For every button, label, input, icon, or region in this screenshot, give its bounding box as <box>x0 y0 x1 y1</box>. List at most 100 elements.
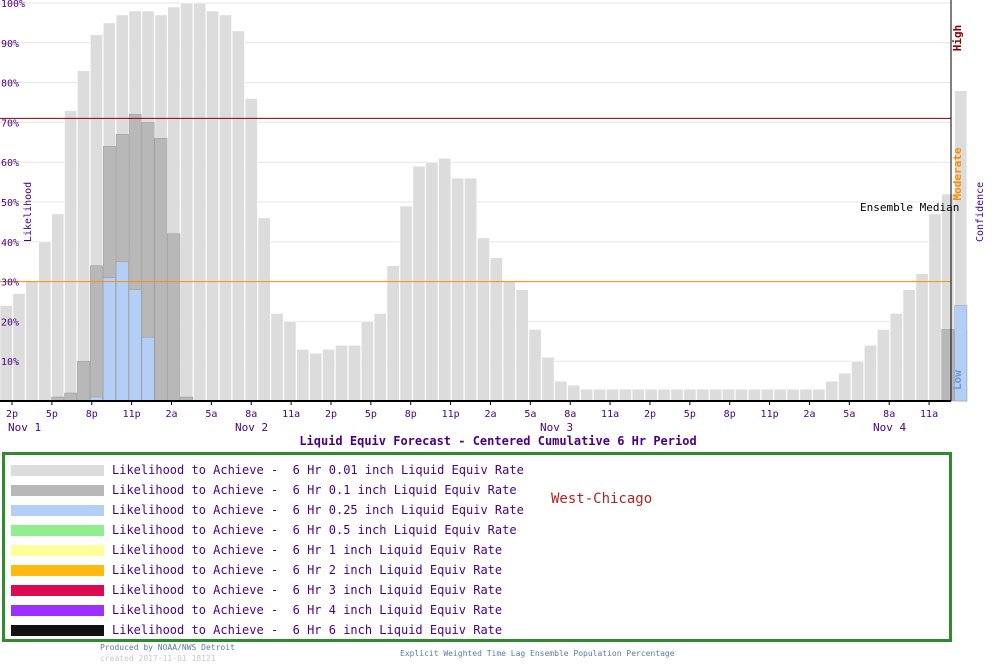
legend-label: Likelihood to Achieve - 6 Hr 1 inch Liqu… <box>112 543 503 557</box>
bar-1 <box>593 388 607 402</box>
legend-item: Likelihood to Achieve - 6 Hr 6 inch Liqu… <box>11 622 611 642</box>
bar-1 <box>631 388 645 402</box>
bar-1 <box>360 321 374 402</box>
bar-1 <box>451 177 465 402</box>
bar-1 <box>657 388 671 402</box>
bar-2 <box>167 233 181 402</box>
chart-labels: High Moderate Low 10% 20% 30% 40% 50% 60% 70% 80% 9… <box>1 0 964 434</box>
legend-label: Likelihood to Achieve - 6 Hr 4 inch Liqu… <box>112 603 503 617</box>
legend-label: Likelihood to Achieve - 6 Hr 2 inch Liqu… <box>112 563 503 577</box>
x-tick-label: 11a <box>601 409 619 420</box>
bar-1 <box>554 380 568 402</box>
x-tick-label: 2a <box>165 409 177 420</box>
bar-1 <box>206 10 219 402</box>
legend-item: Likelihood to Achieve - 6 Hr 0.01 inch L… <box>11 462 611 482</box>
x-tick-label: 8p <box>405 409 417 420</box>
bar-1 <box>489 257 503 402</box>
bar-1 <box>709 388 723 402</box>
legend-item: Likelihood to Achieve - 6 Hr 4 inch Liqu… <box>11 602 611 622</box>
x-tick-label: 5p <box>365 409 377 420</box>
x-tick-label: 11p <box>761 409 779 420</box>
legend-swatch <box>11 545 104 556</box>
confidence-label-high: High <box>951 25 964 52</box>
date-label: Nov 4 <box>873 421 906 434</box>
legend-label: Likelihood to Achieve - 6 Hr 0.01 inch L… <box>112 463 524 477</box>
bar-1 <box>825 380 839 402</box>
produced-by-text: Produced by NOAA/NWS Detroit <box>100 643 235 652</box>
bar-1 <box>747 388 761 402</box>
legend-label: Likelihood to Achieve - 6 Hr 0.1 inch Li… <box>112 483 517 497</box>
x-tick-label: 5a <box>205 409 217 420</box>
bar-2 <box>64 392 78 402</box>
bar-1 <box>670 388 684 402</box>
chart-bars <box>0 2 968 402</box>
bar-1 <box>722 388 736 402</box>
bar-1 <box>889 313 903 402</box>
y-axis-label: Likelihood <box>23 182 34 242</box>
bar-1 <box>12 293 26 402</box>
bar-1 <box>734 388 748 402</box>
x-tick-label: 5p <box>46 409 58 420</box>
bar-1 <box>928 213 942 402</box>
bar-2 <box>90 265 103 402</box>
bar-1 <box>309 352 323 402</box>
bar-1 <box>257 217 271 402</box>
legend-item: Likelihood to Achieve - 6 Hr 0.25 inch L… <box>11 502 611 522</box>
bar-1 <box>851 360 865 402</box>
y-tick-label: 20% <box>1 317 19 328</box>
x-tick-label: 8p <box>724 409 736 420</box>
x-tick-label: 8a <box>883 409 895 420</box>
x-tick-label: 5a <box>843 409 855 420</box>
bar-1 <box>77 70 91 402</box>
bar-1 <box>399 205 413 402</box>
bar-1 <box>296 348 310 402</box>
y-tick-label: 30% <box>1 278 19 289</box>
bar-1 <box>618 388 632 402</box>
x-tick-label: 11a <box>920 409 938 420</box>
forecast-chart: High Moderate Low 10% 20% 30% 40% 50% 60% 70% 80% 9… <box>0 0 986 448</box>
bar-2 <box>77 360 90 402</box>
location-label: West-Chicago <box>551 491 653 507</box>
bar-1 <box>528 329 542 402</box>
y-tick-label: 40% <box>1 238 19 249</box>
legend-item: Likelihood to Achieve - 6 Hr 2 inch Liqu… <box>11 562 611 582</box>
legend-item: Likelihood to Achieve - 6 Hr 0.1 inch Li… <box>11 482 611 502</box>
bar-1 <box>438 157 452 402</box>
bar-1 <box>786 388 800 402</box>
legend-label: Likelihood to Achieve - 6 Hr 3 inch Liqu… <box>112 583 503 597</box>
legend-swatch <box>11 585 104 596</box>
bar-1 <box>502 281 516 402</box>
x-tick-label: 5a <box>524 409 536 420</box>
bar-1 <box>38 241 52 402</box>
x-tick-label: 8a <box>564 409 576 420</box>
bar-1 <box>644 388 658 402</box>
bar-1 <box>51 213 65 402</box>
bar-1 <box>567 384 581 402</box>
y-tick-label: 50% <box>1 198 19 209</box>
x-tick-label: 2a <box>803 409 815 420</box>
legend-item: Likelihood to Achieve - 6 Hr 1 inch Liqu… <box>11 542 611 562</box>
y-tick-label: 100% <box>1 0 25 10</box>
bar-1 <box>476 237 490 402</box>
bar-1 <box>193 2 207 402</box>
bar-1 <box>231 30 245 402</box>
legend-label: Likelihood to Achieve - 6 Hr 0.5 inch Li… <box>112 523 517 537</box>
bar-1 <box>25 281 39 402</box>
legend-item: Likelihood to Achieve - 6 Hr 3 inch Liqu… <box>11 582 611 602</box>
x-tick-label: 2a <box>484 409 496 420</box>
bar-1 <box>760 388 774 402</box>
legend-swatch <box>11 565 104 576</box>
legend-swatch <box>11 525 104 536</box>
legend-label: Likelihood to Achieve - 6 Hr 0.25 inch L… <box>112 503 524 517</box>
chart-axes <box>0 0 952 405</box>
bar-1 <box>683 388 697 402</box>
legend-swatch <box>11 485 104 496</box>
bar-1 <box>464 177 477 402</box>
legend-box: Likelihood to Achieve - 6 Hr 0.01 inch L… <box>2 452 952 642</box>
y-tick-label: 60% <box>1 158 19 169</box>
method-text: Explicit Weighted Time Lag Ensemble Popu… <box>400 649 675 658</box>
created-text: created 2017-11-01 18121 <box>100 654 216 663</box>
x-tick-label: 11p <box>123 409 141 420</box>
x-tick-label: 8p <box>86 409 98 420</box>
bar-1 <box>915 273 929 402</box>
